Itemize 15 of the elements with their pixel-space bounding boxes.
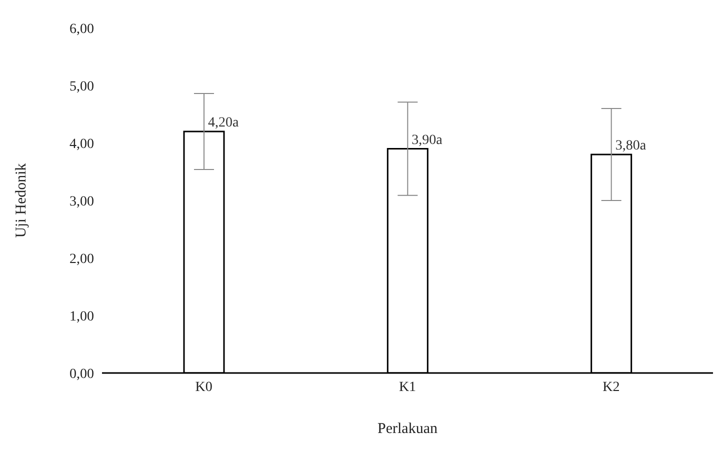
y-tick-label: 5,00 (70, 79, 94, 94)
data-label: 3,90a (412, 132, 444, 148)
x-axis-title: Perlakuan (378, 421, 438, 437)
x-tick-label: K0 (195, 380, 212, 395)
y-tick-label: 3,00 (70, 194, 94, 210)
y-tick-label: 2,00 (70, 252, 94, 267)
y-tick-label: 4,00 (70, 136, 94, 152)
data-label: 3,80a (615, 138, 647, 154)
x-tick-label: K1 (398, 380, 416, 395)
y-axis-title: Uji Hedonik (13, 162, 30, 238)
y-tick-label: 1,00 (70, 309, 94, 324)
x-tick-label: K2 (602, 380, 620, 395)
y-tick-label: 6,00 (70, 22, 94, 37)
data-label: 4,20a (208, 116, 240, 130)
y-tick-label: 0,00 (70, 366, 94, 382)
